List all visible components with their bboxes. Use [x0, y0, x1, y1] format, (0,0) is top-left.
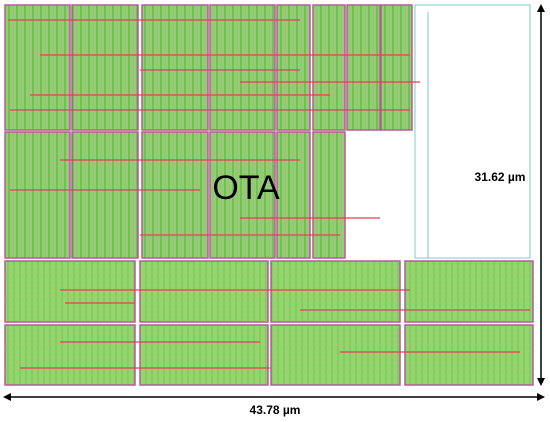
width-dimension: 43.78 µm — [3, 393, 545, 417]
height-label: 31.62 µm — [475, 170, 526, 184]
height-dimension: 31.62 µm — [475, 4, 545, 386]
layout-blocks — [4, 4, 534, 386]
block-label: OTA — [212, 169, 280, 207]
width-label: 43.78 µm — [250, 403, 301, 417]
